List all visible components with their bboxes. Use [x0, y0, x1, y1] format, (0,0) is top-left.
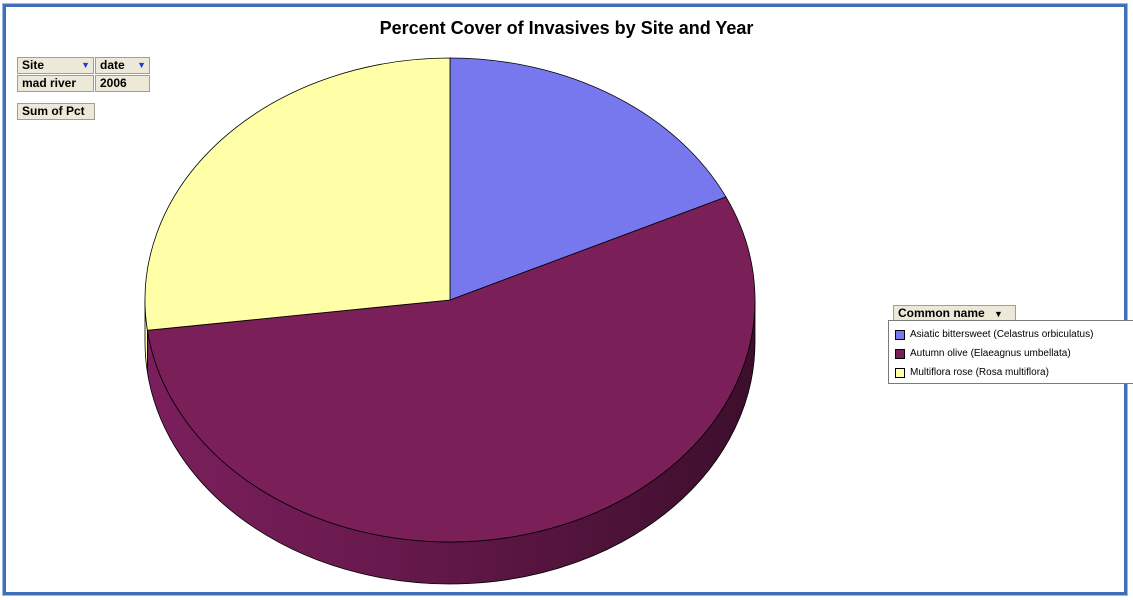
legend: Asiatic bittersweet (Celastrus orbiculat… [888, 320, 1133, 384]
legend-label: Multiflora rose (Rosa multiflora) [910, 367, 1049, 378]
date-filter-label: date [100, 58, 125, 72]
legend-entry: Asiatic bittersweet (Celastrus orbiculat… [895, 325, 1133, 344]
chevron-down-icon: ▼ [81, 60, 90, 70]
date-filter-button[interactable]: date ▼ [95, 57, 150, 74]
pie-slice-3 [144, 57, 451, 331]
pie-slice-1 [449, 57, 727, 301]
legend-swatch [895, 367, 905, 378]
data-field-button[interactable]: Sum of Pct [17, 103, 95, 120]
legend-label: Asiatic bittersweet (Celastrus orbiculat… [910, 329, 1094, 340]
pie-slice-2 [146, 196, 756, 543]
legend-field-label: Common name [898, 306, 985, 320]
legend-swatch [895, 329, 905, 340]
chart-title: Percent Cover of Invasives by Site and Y… [379, 18, 754, 38]
legend-label: Autumn olive (Elaeagnus umbellata) [910, 348, 1071, 359]
site-filter-value: mad river [17, 75, 94, 92]
date-filter-value: 2006 [95, 75, 150, 92]
legend-swatch [895, 348, 905, 359]
legend-entry: Multiflora rose (Rosa multiflora) [895, 363, 1133, 382]
site-filter-label: Site [22, 58, 45, 72]
site-filter-button[interactable]: Site ▼ [17, 57, 94, 74]
chevron-down-icon: ▼ [994, 309, 1003, 319]
chevron-down-icon: ▼ [137, 60, 146, 70]
legend-entry: Autumn olive (Elaeagnus umbellata) [895, 344, 1133, 363]
